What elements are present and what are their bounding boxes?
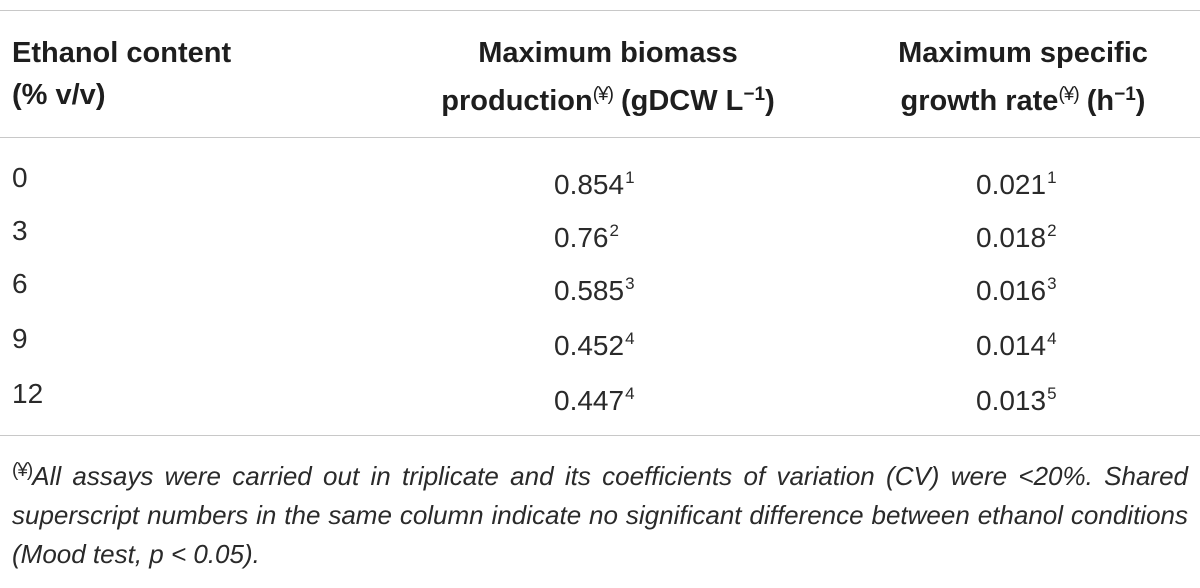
header-biomass-line2: production(¥) (gDCW L−1) (388, 74, 828, 122)
cell-ethanol: 0 (12, 162, 28, 193)
table-top-rule (0, 10, 1200, 11)
cell-biomass: 0.8541 (554, 152, 635, 210)
table-row: 6 0.5853 0.0163 (0, 258, 1200, 309)
cell-growth-sup: 2 (1047, 221, 1057, 240)
table-row: 12 0.4474 0.0135 (0, 368, 1200, 419)
cell-biomass: 0.4524 (554, 313, 635, 371)
header-max-biomass: Maximum biomass production(¥) (gDCW L−1) (388, 32, 828, 122)
cell-biomass-value: 0.854 (554, 169, 625, 200)
cell-growth-value: 0.016 (976, 275, 1047, 306)
cell-biomass-sup: 4 (625, 329, 635, 348)
header-biomass-text: production (441, 85, 593, 117)
cell-growth-sup: 3 (1047, 274, 1057, 293)
cell-biomass-value: 0.447 (554, 385, 625, 416)
cell-growth-sup: 4 (1047, 329, 1057, 348)
header-ethanol-content: Ethanol content (% v/v) (12, 32, 231, 116)
cell-biomass-value: 0.76 (554, 222, 609, 253)
cell-biomass-value: 0.452 (554, 330, 625, 361)
cell-ethanol: 6 (12, 268, 28, 299)
header-biomass-note-mark: (¥) (592, 84, 614, 105)
header-biomass-close: ) (765, 85, 775, 117)
cell-biomass-sup: 3 (625, 274, 635, 293)
header-growth-unit-sup: −1 (1114, 84, 1136, 105)
header-growth-line1: Maximum specific (898, 37, 1148, 69)
cell-growth-value: 0.013 (976, 385, 1047, 416)
header-ethanol-line1: Ethanol content (12, 37, 232, 69)
header-ethanol-line2: (% v/v) (12, 79, 106, 111)
cell-biomass-value: 0.585 (554, 275, 625, 306)
cell-biomass-sup: 4 (625, 384, 635, 403)
table-row: 0 0.8541 0.0211 (0, 152, 1200, 203)
header-growth-close: ) (1135, 85, 1146, 117)
cell-biomass-sup: 2 (609, 221, 619, 240)
cell-biomass: 0.5853 (554, 258, 635, 316)
footnote-mark: (¥) (12, 460, 33, 481)
header-growth-line2: growth rate(¥) (h−1) (848, 74, 1198, 122)
header-biomass-unit: (gDCW L (612, 85, 744, 117)
cell-biomass: 0.4474 (554, 368, 635, 426)
cell-growth-sup: 5 (1047, 384, 1057, 403)
header-growth-text: growth rate (900, 85, 1059, 117)
cell-growth: 0.0144 (976, 313, 1057, 371)
cell-biomass: 0.762 (554, 205, 619, 263)
cell-biomass-sup: 1 (625, 168, 635, 187)
cell-growth-value: 0.018 (976, 222, 1047, 253)
footnote-text: All assays were carried out in triplicat… (12, 461, 1188, 569)
table-header-rule (0, 137, 1200, 138)
cell-ethanol: 12 (12, 378, 44, 409)
table-row: 9 0.4524 0.0144 (0, 313, 1200, 364)
cell-growth: 0.0135 (976, 368, 1057, 426)
header-growth-note-mark: (¥) (1058, 84, 1079, 105)
table-footnote: (¥)All assays were carried out in tripli… (12, 451, 1188, 574)
cell-growth-sup: 1 (1047, 168, 1057, 187)
cell-ethanol: 9 (12, 323, 28, 354)
cell-ethanol: 3 (12, 215, 28, 246)
header-growth-unit: (h (1078, 85, 1115, 117)
cell-growth: 0.0163 (976, 258, 1057, 316)
table-bottom-rule (0, 435, 1200, 436)
cell-growth-value: 0.021 (976, 169, 1047, 200)
header-biomass-unit-sup: −1 (743, 84, 766, 105)
header-max-growth-rate: Maximum specific growth rate(¥) (h−1) (848, 32, 1198, 122)
cell-growth: 0.0211 (976, 152, 1057, 210)
header-biomass-line1: Maximum biomass (478, 37, 738, 69)
cell-growth-value: 0.014 (976, 330, 1047, 361)
cell-growth: 0.0182 (976, 205, 1057, 263)
table-row: 3 0.762 0.0182 (0, 205, 1200, 256)
